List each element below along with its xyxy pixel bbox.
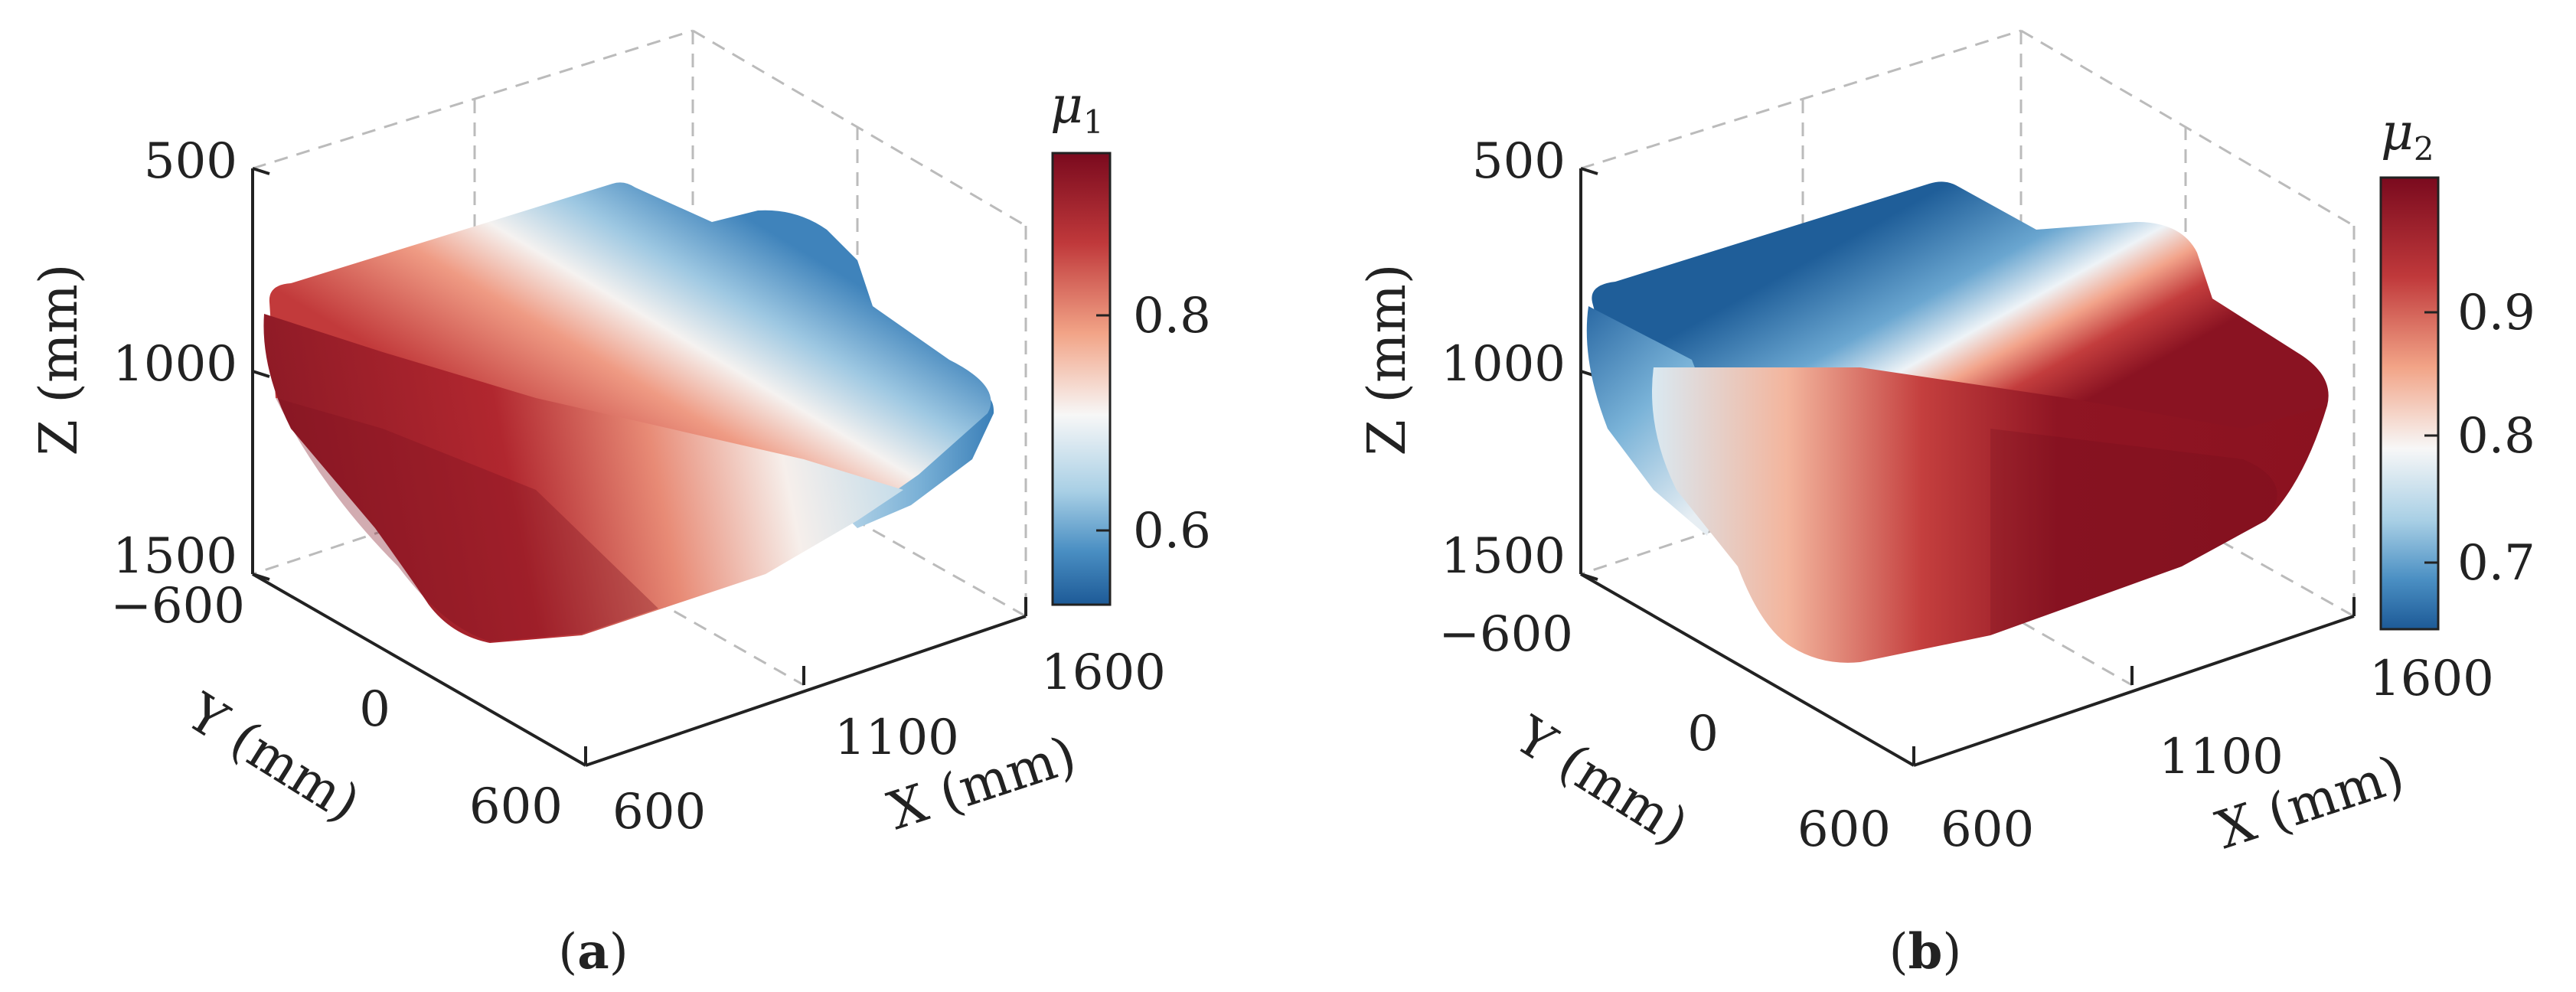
x-tick-600-a: 600 [612, 784, 706, 840]
z-tick-1000-b: 1000 [1441, 336, 1566, 393]
cb-a-tick-08: 0.8 [1133, 288, 1211, 344]
cb-b-label: μ2 [2381, 103, 2434, 168]
x-tick-1100-a: 1100 [834, 710, 959, 766]
colorbar-a: 0.8 0.6 μ1 [1050, 76, 1211, 606]
y-axis-label-b: Y (mm) [1504, 705, 1698, 857]
z-tick-500-a: 500 [144, 133, 237, 190]
colorbar-a-gradient [1051, 152, 1112, 606]
cloud-a-front-face [263, 314, 903, 643]
cb-a-tick-06: 0.6 [1133, 503, 1211, 560]
cb-b-label-mu: μ [2381, 103, 2414, 162]
panel-b: 500 1000 1500 −600 0 600 600 1100 1600 Z… [1357, 29, 2535, 981]
y-tick-neg600-a: −600 [110, 578, 245, 635]
cb-b-tick-08: 0.8 [2457, 408, 2535, 465]
cb-a-label-mu: μ [1050, 76, 1083, 135]
colorbar-b-gradient [2379, 176, 2440, 631]
cloud-b-front-face [1652, 367, 2327, 663]
y-tick-0-b: 0 [1687, 706, 1719, 762]
cb-b-tick-07: 0.7 [2457, 535, 2535, 592]
panel-label-a-letter: a [577, 923, 609, 981]
z-tick-1500-b: 1500 [1441, 528, 1566, 585]
axes-a [251, 167, 1027, 767]
point-cloud-a [263, 182, 994, 643]
y-tick-600-b: 600 [1797, 801, 1891, 858]
z-axis-label-b: Z (mm) [1357, 264, 1418, 456]
cloud-b-shade [1990, 429, 2277, 635]
y-axis-label-a: Y (mm) [176, 682, 370, 834]
z-tick-1000-a: 1000 [113, 336, 237, 393]
cb-b-tick-09: 0.9 [2457, 285, 2535, 341]
panel-a: 500 1000 1500 −600 0 600 600 1100 1600 Z… [29, 29, 1211, 981]
y-tick-600-a: 600 [469, 778, 563, 835]
cb-b-label-sub: 2 [2414, 130, 2434, 168]
axes-b [1579, 167, 2356, 767]
panel-label-b: (b) [1889, 923, 1962, 981]
x-tick-600-b: 600 [1941, 801, 2034, 858]
panel-label-a: (a) [558, 923, 628, 981]
cb-a-label-sub: 1 [1083, 103, 1104, 141]
y-tick-0-a: 0 [359, 681, 390, 738]
cloud-a-top-face [269, 182, 991, 529]
z-tick-500-b: 500 [1472, 133, 1566, 190]
cb-a-label: μ1 [1050, 76, 1104, 141]
z-tick-1500-a: 1500 [113, 528, 237, 585]
y-tick-neg600-b: −600 [1438, 606, 1573, 663]
x-tick-1100-b: 1100 [2159, 729, 2284, 785]
colorbar-b: 0.9 0.8 0.7 μ2 [2379, 103, 2535, 631]
x-tick-1600-a: 1600 [1041, 644, 1166, 701]
z-axis-label-a: Z (mm) [29, 264, 90, 456]
cloud-a-shade [276, 398, 658, 641]
panel-label-b-letter: b [1908, 923, 1943, 981]
point-cloud-b [1586, 181, 2329, 663]
x-tick-1600-b: 1600 [2369, 651, 2494, 707]
